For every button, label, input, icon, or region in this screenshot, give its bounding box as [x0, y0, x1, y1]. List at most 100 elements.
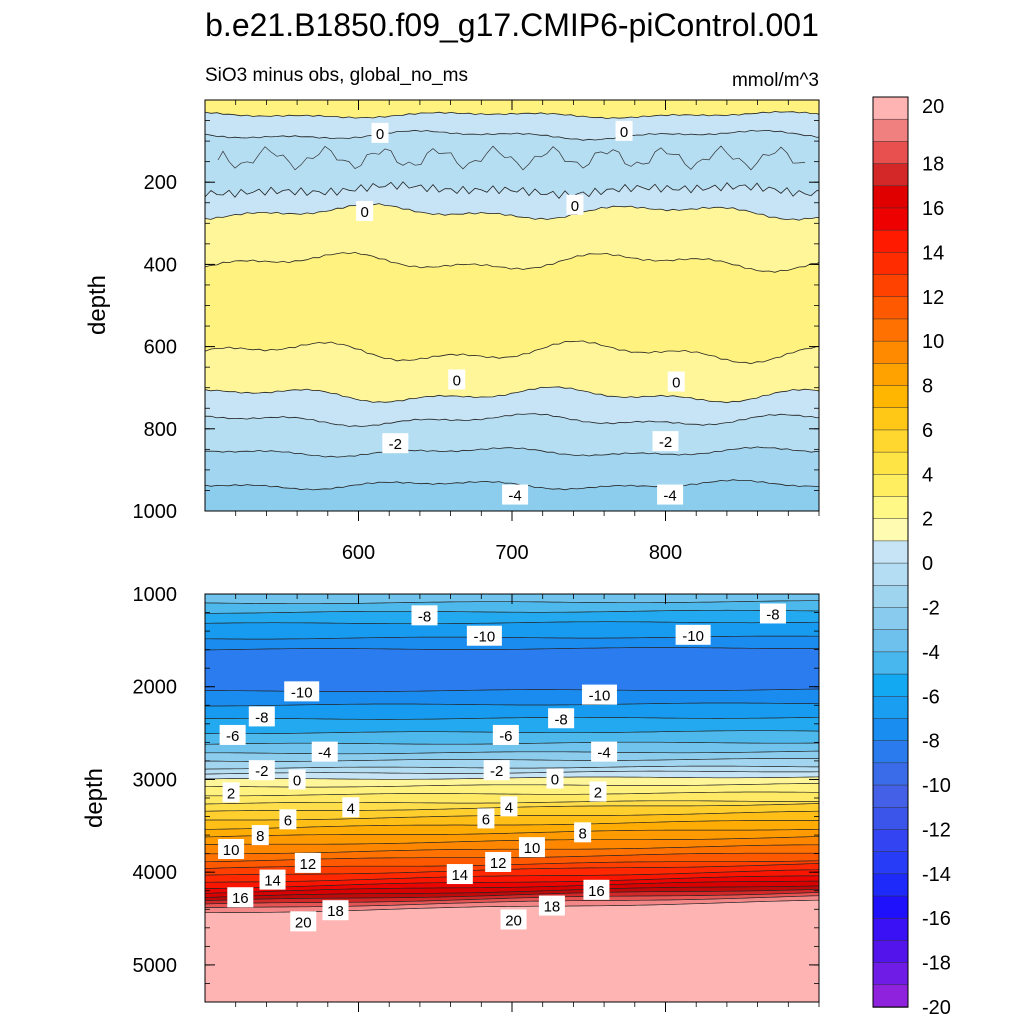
contour-line	[205, 791, 819, 797]
contour-label-bg	[248, 706, 275, 727]
contour-label: -8	[255, 709, 268, 726]
y-tick-label: 1000	[133, 501, 178, 523]
y-tick-label: 400	[144, 254, 177, 276]
contour-label: 6	[482, 811, 490, 828]
contour-line	[205, 844, 819, 855]
contour-label-bg	[288, 769, 306, 790]
colorbar-swatch	[872, 940, 909, 964]
colorbar-swatch	[872, 207, 909, 231]
contour-label-bg	[248, 760, 275, 781]
contour-band	[205, 869, 819, 889]
contour-label: -4	[318, 745, 331, 762]
colorbar-label: -4	[922, 642, 940, 664]
colorbar-label: 8	[922, 376, 933, 398]
contour-band	[205, 647, 819, 692]
contour-label-bg	[500, 909, 527, 930]
contour-line	[205, 888, 819, 902]
contour-label: 0	[551, 772, 559, 789]
contour-label: 4	[347, 800, 355, 817]
colorbar-swatch	[872, 318, 909, 342]
x-tick-label: 600	[342, 542, 375, 564]
colorbar-label: 12	[922, 287, 944, 309]
contour-label-bg	[259, 869, 286, 890]
colorbar-label: 4	[922, 464, 933, 486]
colorbar-label: 2	[922, 509, 933, 531]
contour-line	[205, 750, 819, 755]
contour-band	[205, 636, 819, 650]
colorbar-label: -6	[922, 686, 940, 708]
contour-label-bg	[581, 684, 617, 705]
contour-label: 0	[376, 126, 384, 143]
colorbar-swatch	[872, 185, 909, 209]
contour-band	[205, 446, 819, 490]
contour-label: 20	[295, 914, 312, 931]
colorbar-swatch	[872, 962, 909, 986]
colorbar-swatch	[872, 407, 909, 431]
lower-contour-lines	[205, 600, 819, 914]
colorbar-label: 18	[922, 154, 944, 176]
contour-label-bg	[279, 809, 297, 830]
contour-label: 4	[505, 799, 513, 816]
colorbar-swatch	[872, 96, 909, 120]
contour-label-bg	[219, 724, 246, 745]
contour-band	[205, 621, 819, 640]
upper-contour-fill	[205, 100, 819, 511]
contour-line	[205, 702, 819, 707]
colorbar-swatch	[872, 895, 909, 919]
contour-band	[205, 703, 819, 720]
contour-label: 18	[544, 899, 561, 916]
contour-label-bg	[371, 122, 389, 143]
contour-label-bg	[615, 120, 633, 141]
contour-label-bg	[538, 895, 565, 916]
contour-band	[205, 892, 819, 908]
contour-label: 10	[524, 840, 541, 857]
colorbar-label: 0	[922, 553, 933, 575]
colorbar-swatch	[872, 118, 909, 143]
contour-label-bg	[548, 708, 575, 729]
colorbar-label: 10	[922, 331, 944, 353]
contour-line	[205, 776, 819, 780]
y-tick-label: 3000	[133, 769, 178, 791]
y-tick-label: 600	[144, 337, 177, 359]
contour-label-bg	[227, 887, 254, 908]
contour-line	[205, 340, 819, 365]
colorbar-label: -10	[922, 775, 951, 797]
contour-label: -6	[226, 728, 239, 745]
contour-label-bg	[652, 431, 679, 452]
colorbar-swatch	[872, 829, 909, 853]
lower-contour-labels: -8 -8-10 -10-10 -10-8 -8-6 -6-4 -4-2 -20 02 24 46 6…	[218, 603, 786, 932]
contour-label: -10	[474, 629, 496, 646]
contour-line	[205, 765, 819, 770]
contour-line	[205, 863, 819, 876]
contour-band	[205, 340, 819, 403]
contour-label: -2	[659, 434, 672, 451]
contour-band	[205, 820, 819, 837]
colorbar-swatch	[872, 274, 909, 298]
contour-line	[205, 869, 819, 883]
contour-label: -4	[663, 488, 676, 505]
colorbar-label: 14	[922, 242, 944, 264]
contour-label: 8	[256, 828, 264, 845]
contour-label: 0	[672, 375, 680, 392]
colorbar-label: 6	[922, 420, 933, 442]
upper-panel: 200 400 600 800 1000 600 700 800 0 0 0 0 0 0 -2 -2 -4 -4…	[84, 99, 820, 564]
colorbar: 20181614121086420-2-4-6-8-10-12-14-16-18…	[872, 96, 951, 1019]
contour-line	[205, 181, 819, 200]
colorbar-swatch	[872, 696, 909, 720]
contour-label: 0	[620, 124, 628, 141]
contour-band	[205, 811, 819, 830]
contour-label-bg	[574, 822, 592, 843]
lower-contour-fill	[205, 594, 819, 1002]
contour-label: 0	[571, 198, 579, 215]
chart-units: mmol/m^3	[732, 70, 819, 91]
colorbar-swatch	[872, 784, 909, 808]
contour-line	[205, 479, 819, 491]
upper-contour-lines	[205, 111, 819, 491]
colorbar-swatch	[872, 429, 909, 453]
contour-line	[205, 895, 819, 908]
contour-line	[217, 145, 806, 171]
contour-line	[205, 836, 819, 845]
contour-band	[205, 875, 819, 894]
contour-label-bg	[483, 760, 510, 781]
